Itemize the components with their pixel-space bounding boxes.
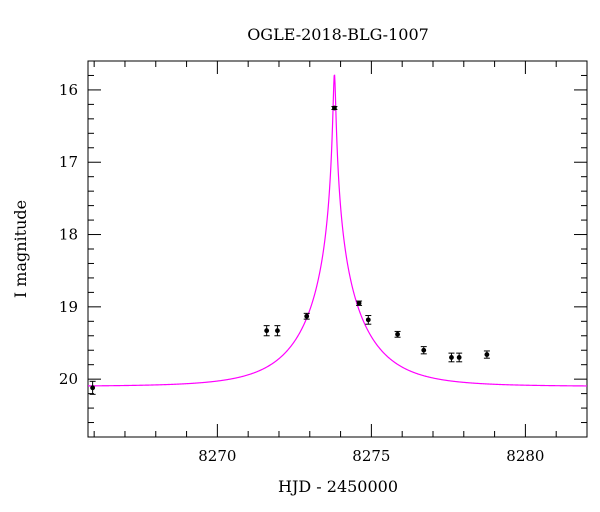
data-point bbox=[421, 347, 427, 353]
data-point bbox=[304, 313, 310, 319]
data-point bbox=[264, 328, 270, 334]
data-point bbox=[275, 328, 280, 334]
chart-title: OGLE-2018-BLG-1007 bbox=[247, 25, 429, 44]
plot-frame bbox=[87, 60, 588, 438]
data-point bbox=[449, 355, 454, 360]
y-tick-label: 19 bbox=[59, 298, 78, 316]
y-axis-label: I magnitude bbox=[11, 200, 30, 298]
y-tick-label: 17 bbox=[59, 153, 78, 171]
data-point bbox=[484, 352, 490, 357]
y-tick-label: 18 bbox=[59, 226, 78, 244]
x-tick-label: 8270 bbox=[198, 447, 236, 465]
x-tick-label: 8275 bbox=[352, 447, 390, 465]
x-tick-label: 8280 bbox=[506, 447, 544, 465]
data-point bbox=[456, 355, 462, 360]
model-curve bbox=[87, 74, 587, 387]
data-point bbox=[395, 331, 400, 337]
y-tick-label: 20 bbox=[59, 370, 78, 388]
x-axis-label: HJD - 2450000 bbox=[278, 477, 398, 496]
data-point bbox=[356, 300, 362, 306]
data-point bbox=[332, 105, 337, 111]
axis-ticks bbox=[88, 60, 588, 438]
data-point bbox=[365, 317, 371, 323]
data-points bbox=[89, 105, 490, 395]
data-point bbox=[90, 385, 96, 391]
tick-labels: 8270 8275 8280 16 17 18 19 20 bbox=[59, 81, 545, 465]
y-tick-label: 16 bbox=[59, 81, 78, 99]
